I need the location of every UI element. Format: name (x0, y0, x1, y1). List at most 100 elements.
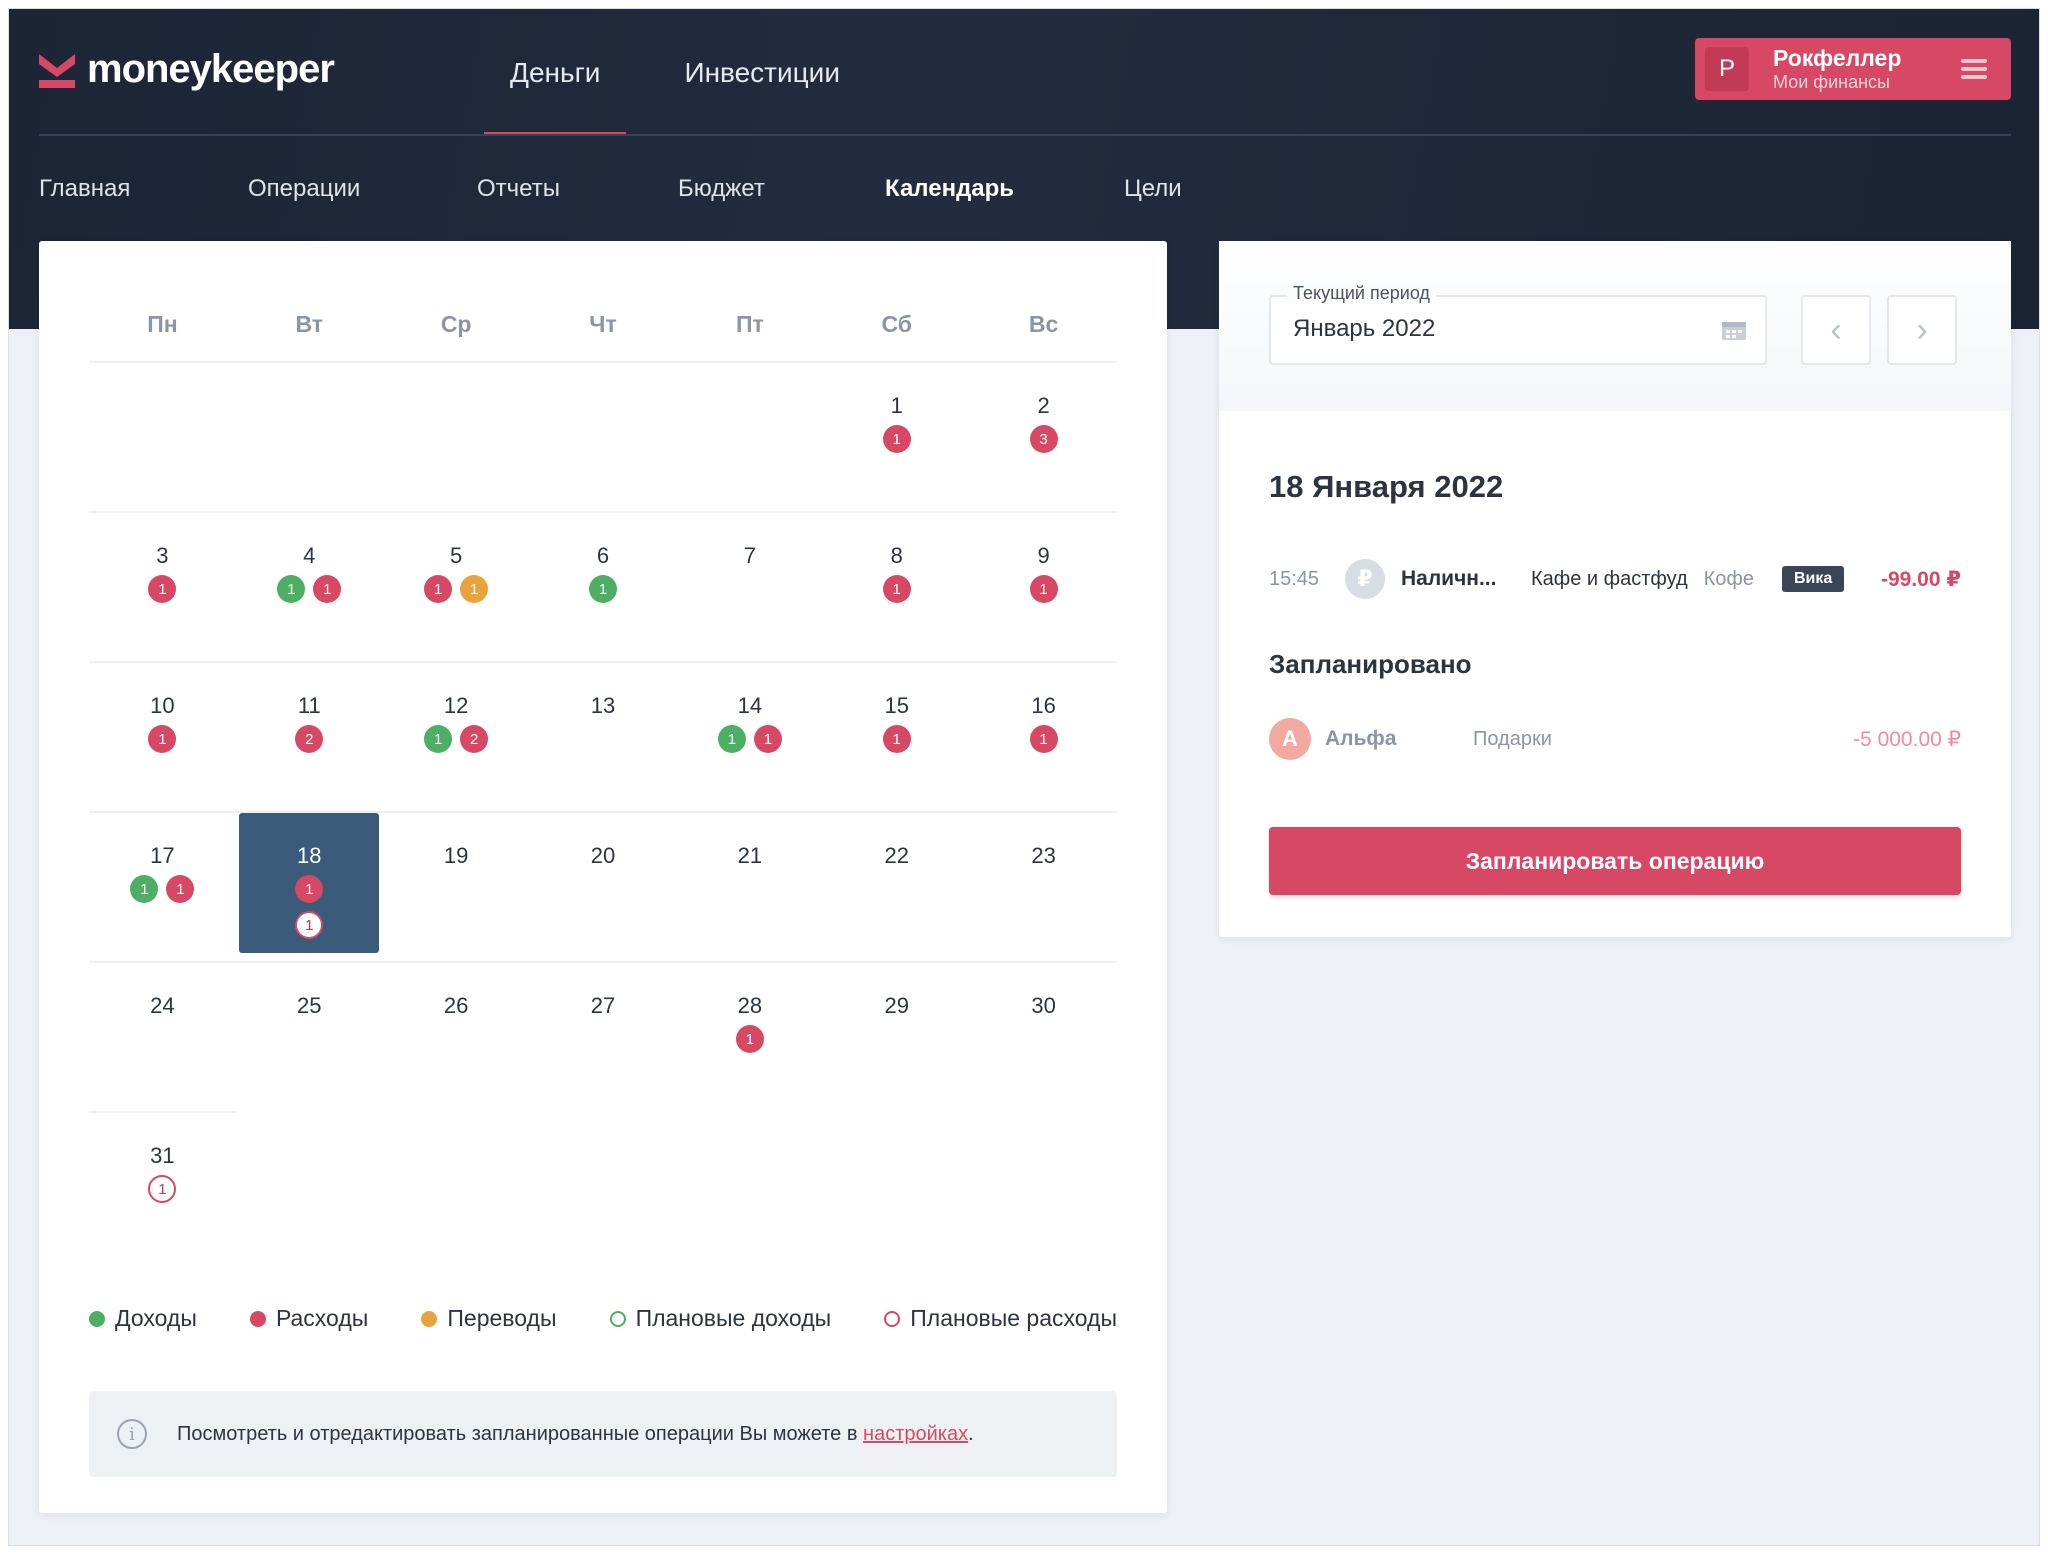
calendar-day[interactable]: 19 (386, 813, 526, 953)
legend-item-transfer: Переводы (421, 1305, 556, 1332)
day-badges: 1 (974, 575, 1114, 603)
legend: Доходы Расходы Переводы Плановые доходы … (89, 1305, 1117, 1332)
calendar-day[interactable]: 21 (680, 813, 820, 953)
day-number: 14 (737, 693, 763, 718)
income-badge[interactable]: 1 (424, 725, 453, 753)
day-badges: 1 (239, 875, 379, 903)
calendar-day[interactable]: 13 (533, 663, 673, 803)
calendar-day[interactable]: 31 1 (92, 1113, 232, 1253)
day-badges: 1 (92, 725, 232, 753)
top-nav: Деньги Инвестиции (484, 9, 898, 136)
calendar-day[interactable]: 23 (974, 813, 1114, 953)
planned-expense-badge[interactable]: 1 (148, 1175, 177, 1203)
calendar-day[interactable]: 24 (92, 963, 232, 1103)
calendar-day[interactable]: 28 1 (680, 963, 820, 1103)
expense-badge[interactable]: 2 (460, 725, 489, 753)
week-separator (89, 1111, 236, 1113)
expense-badge[interactable]: 1 (313, 575, 342, 603)
calendar-day[interactable]: 26 (386, 963, 526, 1103)
ruble-coin-icon: ₽ (1345, 559, 1385, 599)
expense-badge[interactable]: 1 (148, 725, 177, 753)
subnav-item-home[interactable]: Главная (39, 175, 131, 202)
topnav-item-label: Деньги (510, 56, 601, 88)
subnav-item-reports[interactable]: Отчеты (477, 175, 560, 202)
expense-badge[interactable]: 1 (424, 575, 453, 603)
calendar-day[interactable]: 18 1 1 (239, 813, 380, 953)
calendar-day[interactable]: 29 (827, 963, 967, 1103)
settings-link[interactable]: настройках (863, 1422, 969, 1445)
topnav-item-investments[interactable]: Инвестиции (658, 9, 866, 136)
week-separator (89, 961, 1118, 963)
hamburger-menu-icon[interactable] (1961, 59, 1987, 79)
calendar-day[interactable]: 15 1 (827, 663, 967, 803)
subnav-item-operations[interactable]: Операции (248, 175, 361, 202)
income-badge[interactable]: 1 (589, 575, 617, 603)
day-badges: 1 (974, 725, 1114, 753)
calendar-day[interactable]: 16 1 (974, 663, 1114, 803)
expense-badge[interactable]: 1 (1029, 725, 1058, 753)
operation-row[interactable]: 15:45 ₽ Наличн... Кафе и фастфуд Кофе Ви… (1269, 557, 1961, 601)
user-menu-button[interactable]: Р Рокфеллер Мои финансы (1695, 38, 2011, 100)
topnav-item-money[interactable]: Деньги (484, 9, 627, 136)
expense-badge[interactable]: 2 (295, 725, 324, 753)
calendar-day[interactable]: 27 (533, 963, 673, 1103)
subnav-item-goals[interactable]: Цели (1124, 175, 1182, 202)
expense-badge[interactable]: 1 (882, 725, 911, 753)
calendar-day[interactable]: 30 (974, 963, 1114, 1103)
schedule-operation-button[interactable]: Запланировать операцию (1269, 827, 1961, 895)
income-badge[interactable]: 1 (277, 575, 306, 603)
subnav-item-budget[interactable]: Бюджет (678, 175, 765, 202)
expense-badge[interactable]: 1 (735, 1025, 764, 1053)
sub-nav: Главная Операции Отчеты Бюджет Календарь… (39, 175, 1204, 203)
day-number: 15 (884, 693, 909, 718)
calendar-day[interactable]: 17 1 1 (92, 813, 232, 953)
operation-account: Наличн... (1401, 567, 1497, 590)
day-number: 22 (884, 843, 909, 868)
expense-badge[interactable]: 3 (1029, 425, 1058, 453)
day-number: 29 (884, 993, 909, 1018)
next-period-button[interactable]: › (1887, 295, 1957, 365)
day-badges: 1 (827, 575, 967, 603)
expense-badge[interactable]: 1 (753, 725, 782, 753)
subnav-item-calendar[interactable]: Календарь (885, 175, 1015, 202)
logo[interactable]: moneykeeper (39, 47, 335, 92)
day-number: 26 (443, 993, 469, 1018)
calendar-day[interactable]: 11 2 (239, 663, 379, 803)
day-number: 23 (1031, 843, 1056, 868)
expense-badge[interactable]: 1 (148, 575, 177, 603)
planned-operation-row[interactable]: А Альфа Подарки -5 000.00 ₽ (1269, 717, 1961, 761)
transfer-badge[interactable]: 1 (460, 575, 489, 603)
day-badges: 1 (533, 575, 673, 603)
calendar-day[interactable]: 12 1 2 (386, 663, 526, 803)
calendar-day[interactable]: 14 1 1 (680, 663, 820, 803)
planned-expense-badge[interactable]: 1 (295, 911, 324, 939)
calendar-day[interactable]: 22 (827, 813, 967, 953)
day-number: 13 (590, 693, 616, 718)
calendar-day[interactable]: 10 1 (92, 663, 232, 803)
expense-badge[interactable]: 1 (882, 575, 911, 603)
expense-badge[interactable]: 1 (166, 875, 195, 903)
period-picker[interactable]: Текущий период Январь 2022 (1269, 283, 1767, 365)
period-selector-area: Текущий период Январь 2022 ‹ › (1219, 241, 2011, 411)
expense-badge[interactable]: 1 (882, 425, 911, 453)
planned-category: Подарки (1473, 727, 1552, 750)
income-badge[interactable]: 1 (717, 725, 746, 753)
calendar-day[interactable]: 20 (533, 813, 673, 953)
expense-badge[interactable]: 1 (1029, 575, 1058, 603)
calendar-day[interactable]: 7 (680, 513, 820, 653)
income-badge[interactable]: 1 (130, 875, 159, 903)
expense-badge[interactable]: 1 (295, 875, 324, 903)
info-message: Посмотреть и отредактировать запланирова… (177, 1422, 864, 1445)
calendar-day[interactable]: 25 (239, 963, 379, 1103)
logo-mark-icon (39, 50, 75, 90)
prev-period-button[interactable]: ‹ (1801, 295, 1871, 365)
